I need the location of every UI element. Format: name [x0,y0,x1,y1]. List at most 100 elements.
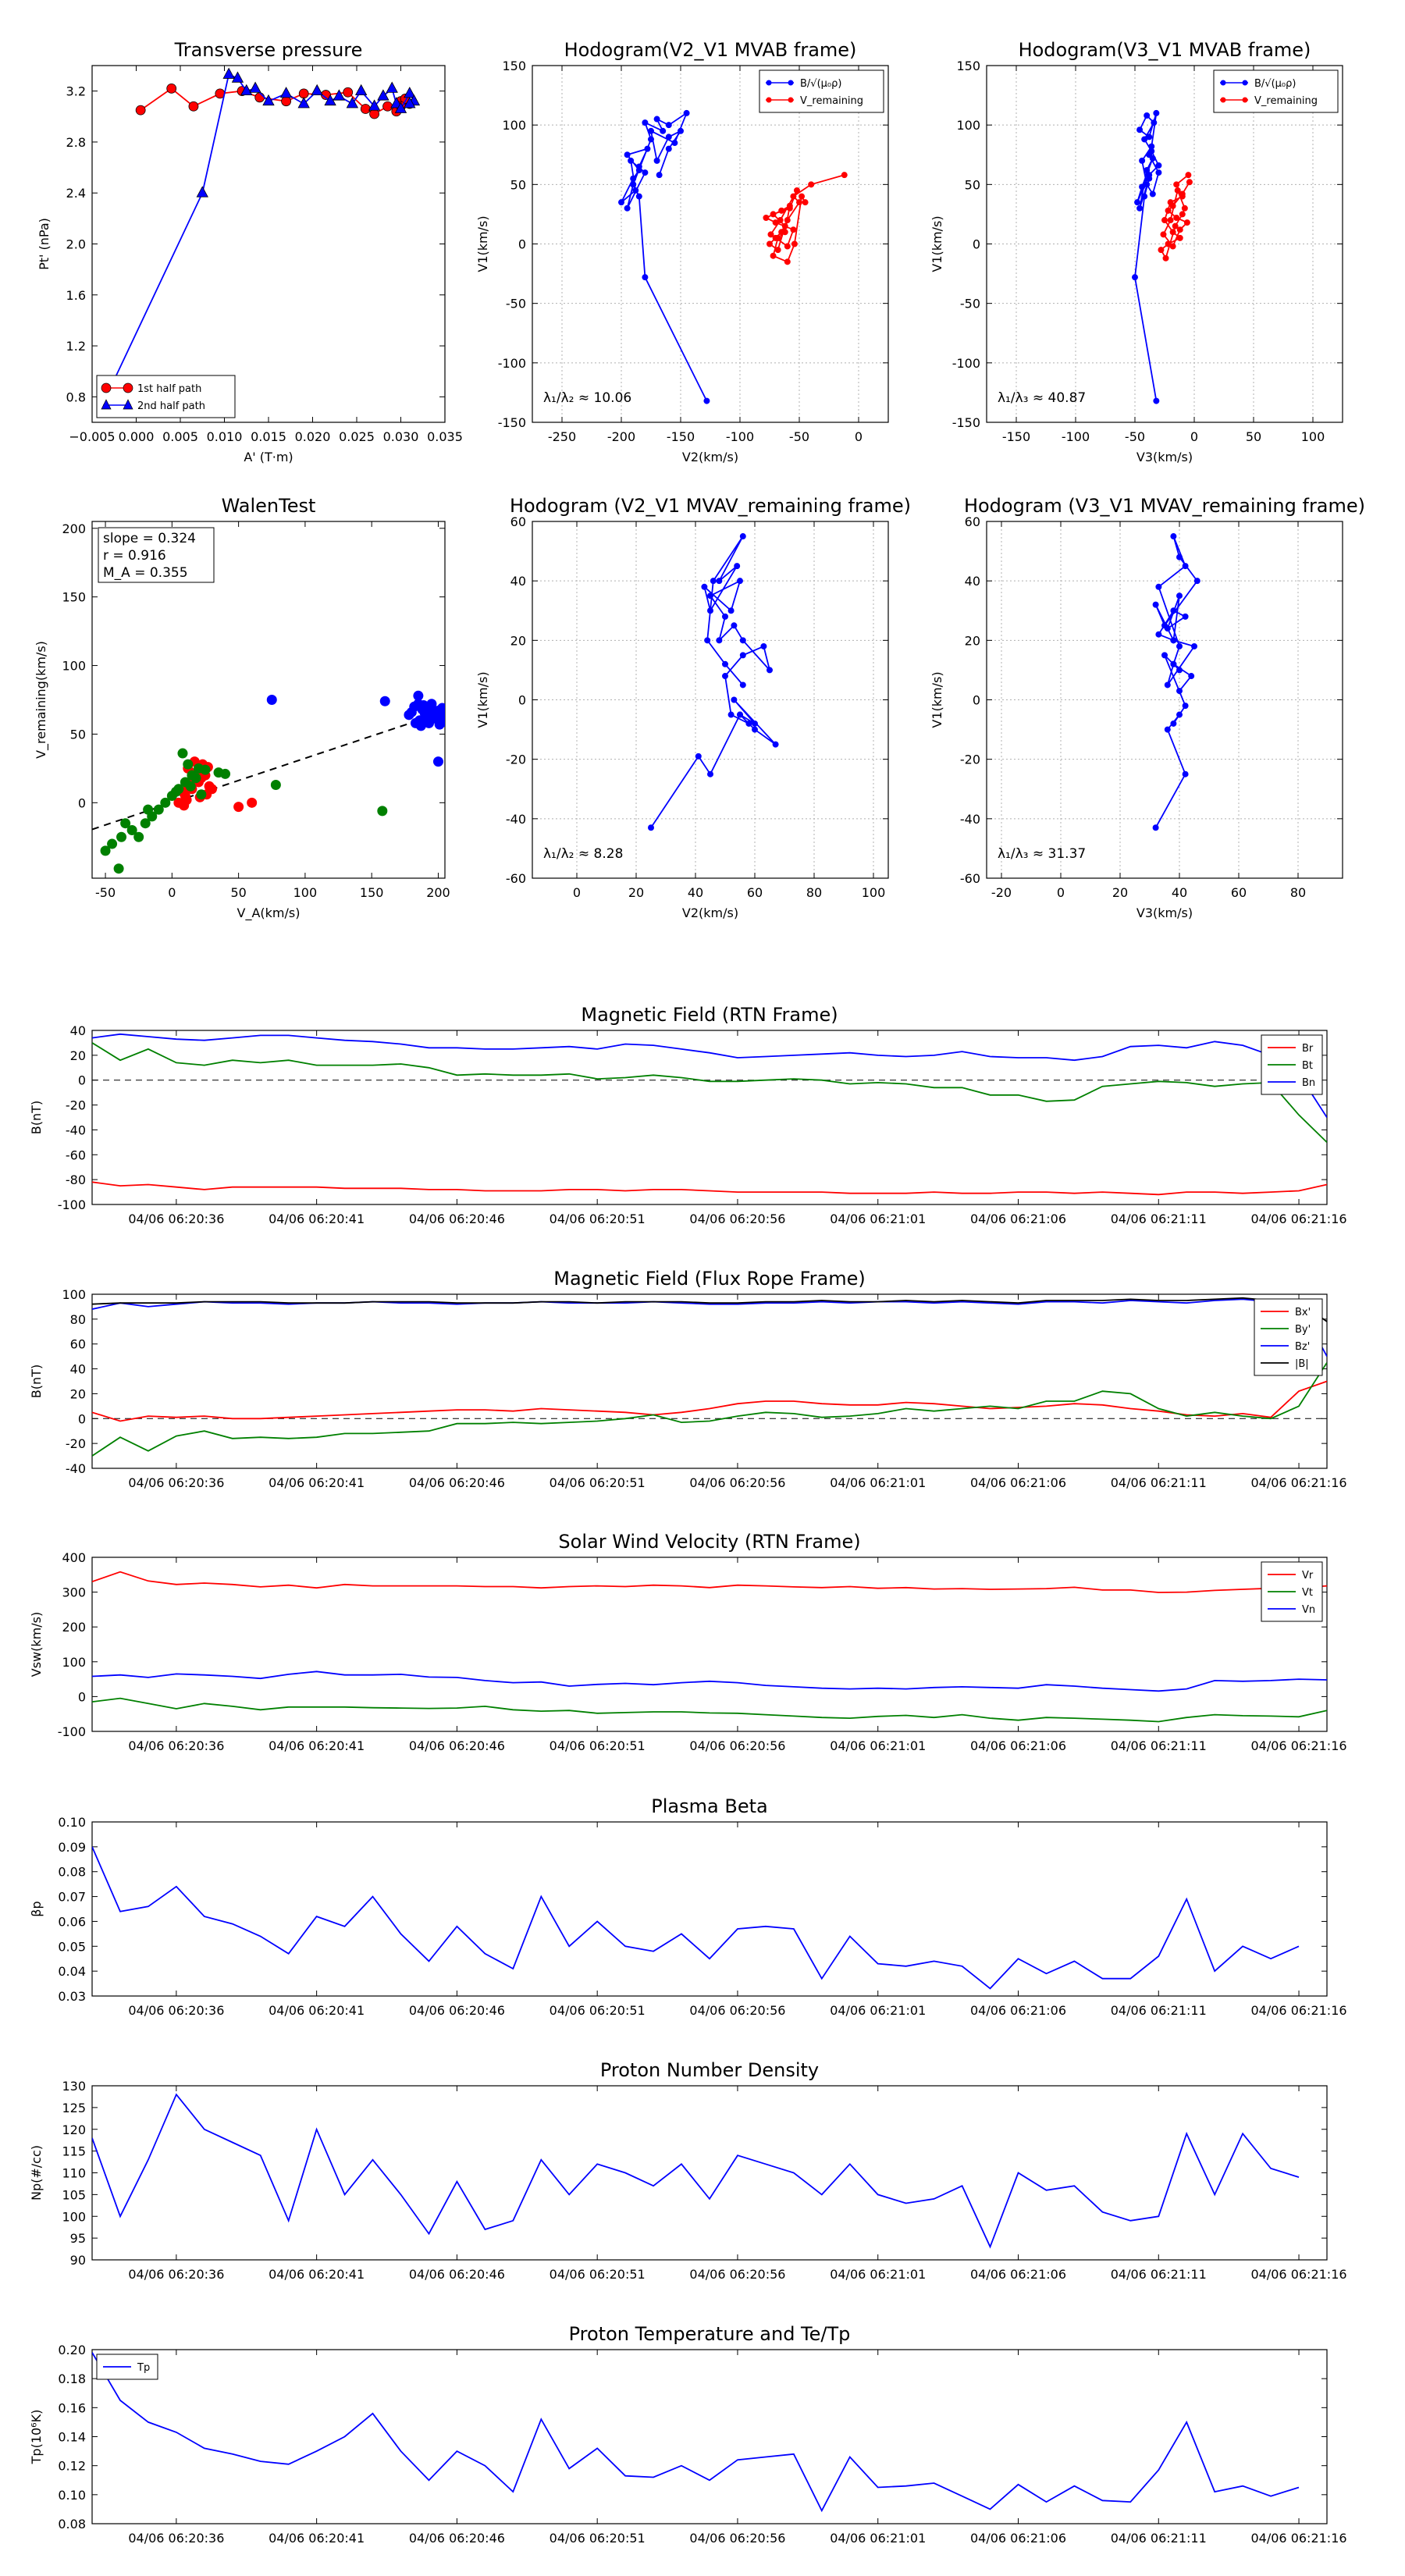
data-point [1155,583,1162,590]
chart-title: Plasma Beta [651,1795,767,1817]
x-tick-label: 100 [1301,429,1325,444]
legend-box [1213,69,1339,113]
data-point [727,711,735,718]
data-point-triangle [324,94,336,106]
x-tick-label: 04/06 06:21:01 [830,2003,926,2018]
y-axis-label: Tp(10⁶K) [29,2410,44,2465]
x-tick-label: 04/06 06:20:36 [128,1738,224,1753]
stats-line: M_A = 0.355 [103,565,188,581]
y-tick-label: 0 [78,795,86,810]
x-tick-label: 04/06 06:20:36 [128,1212,224,1226]
data-point [716,578,723,585]
x-tick-label: 0 [1057,885,1065,900]
x-tick-label: 50 [1246,429,1261,444]
y-tick-label: 2.4 [66,186,86,201]
data-point [1161,652,1168,659]
chart-title: Proton Temperature and Te/Tp [569,2323,851,2345]
y-tick-label: 150 [956,59,980,73]
data-point [653,157,660,164]
stats-line: slope = 0.324 [103,531,196,546]
x-tick-label: 40 [1172,885,1187,900]
data-point [671,140,678,147]
legend-marker [1242,80,1248,86]
data-point [1164,726,1171,733]
y-tick-label: 0.07 [58,1890,86,1905]
ratio-annotation: λ₁/λ₂ ≈ 10.06 [543,390,631,406]
plot-frame [91,2085,1328,2261]
data-point [432,756,443,767]
ratio-annotation: λ₁/λ₃ ≈ 31.37 [998,846,1086,862]
stats-line: r = 0.916 [103,548,166,564]
y-tick-label: 60 [965,514,980,529]
data-point [774,247,781,254]
data-point-triangle [297,97,310,109]
x-tick-label: 04/06 06:20:41 [269,2003,365,2018]
data-point [1153,109,1160,116]
x-tick-label: -50 [95,885,116,900]
x-tick-label: 04/06 06:20:51 [550,2531,646,2546]
x-tick-label: 04/06 06:20:41 [269,2267,365,2282]
data-point [739,533,746,540]
legend-marker [123,382,133,393]
x-tick-label: 20 [628,885,644,900]
chart-title: Solar Wind Velocity (RTN Frame) [558,1531,860,1553]
legend-label: Vn [1302,1604,1315,1616]
data-point [710,578,717,585]
y-tick-label: -150 [952,415,980,430]
data-point [1152,601,1159,608]
y-tick-label: 100 [956,118,980,133]
y-tick-label: 130 [62,2079,86,2094]
y-tick-label: -100 [498,356,526,371]
data-point-triangle [222,67,235,79]
data-point [790,193,797,200]
y-tick-label: -60 [506,871,526,886]
y-tick-label: 20 [965,633,980,648]
data-point [1170,660,1177,667]
data-point [1176,592,1183,600]
data-point-triangle [333,89,346,101]
chart-title: Hodogram (V2_V1 MVAV_remaining frame) [510,495,911,517]
data-point [767,231,774,238]
y-tick-label: 115 [62,2144,86,2159]
y-tick-label: 100 [62,1655,86,1670]
legend-label: Vt [1302,1587,1313,1599]
data-point [1146,133,1153,141]
x-tick-label: 04/06 06:20:46 [409,2531,505,2546]
legend: B/√(μ₀ρ) V_remaining [759,69,884,113]
y-tick-label: -100 [58,1197,86,1212]
x-tick-label: 04/06 06:20:36 [128,2267,224,2282]
y-tick-label: 0.18 [58,2371,86,2386]
chart-title: Hodogram(V3_V1 MVAB frame) [1019,39,1311,61]
data-point [752,726,758,733]
legend-marker [1220,97,1226,103]
legend-label: V_remaining [800,95,863,107]
legend: B/√(μ₀ρ) V_remaining [1213,69,1339,113]
plot-frame [986,521,1343,879]
y-tick-label: -150 [498,415,526,430]
data-point [648,824,654,831]
x-tick-label: 150 [360,885,384,900]
y-axis-label: Pt' (nPa) [37,218,52,270]
y-tick-label: 50 [70,727,86,742]
x-tick-label: 0.000 [119,429,155,444]
data-point [170,786,181,797]
x-tick-label: 200 [426,885,450,900]
chart-vsw: -100 0 100 200 300 400 04/06 06:20:36 04/06 06:… [29,1531,1347,1753]
data-point [133,831,144,842]
x-tick-label: 04/06 06:20:46 [409,1475,505,1490]
y-tick-label: -40 [960,812,980,827]
x-tick-label: 04/06 06:20:56 [689,1475,785,1490]
y-tick-label: 20 [70,1386,86,1401]
chart-title: WalenTest [222,495,316,517]
data-point [763,214,770,221]
data-point [772,741,779,748]
y-axis-label: B(nT) [29,1101,44,1134]
chart-title: Magnetic Field (RTN Frame) [581,1004,838,1026]
x-tick-label: -20 [991,885,1012,900]
series-line [1134,112,1160,401]
data-point [1193,578,1200,585]
data-point [770,252,777,259]
stats-frame [98,527,215,583]
x-tick-label: 04/06 06:21:06 [970,2267,1066,2282]
y-tick-label: -50 [960,297,980,311]
